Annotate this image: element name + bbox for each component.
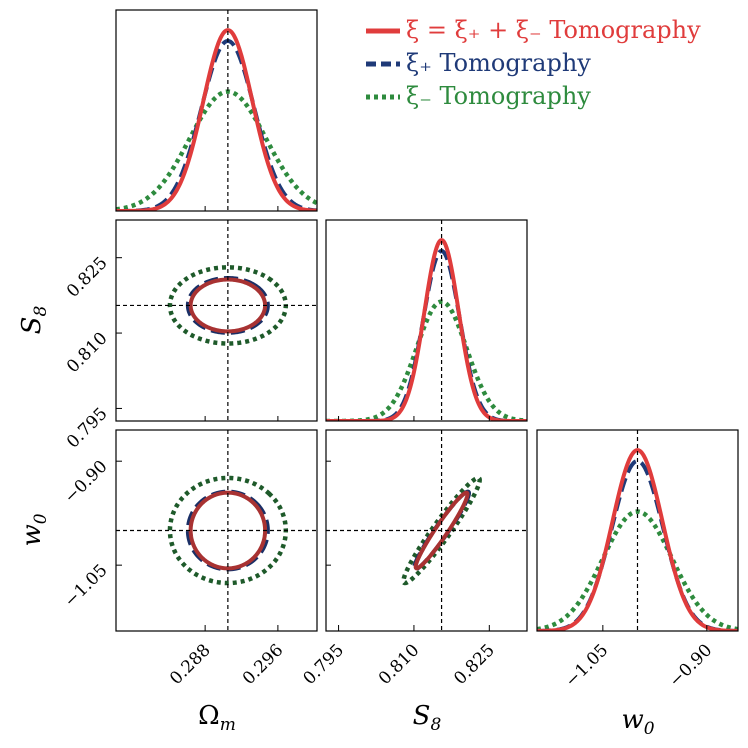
ytick-label-s8-1: 0.810 <box>63 328 112 377</box>
density-combined-w0 <box>537 448 738 631</box>
xtick-label-s8-0: 0.795 <box>300 640 349 689</box>
density-xi_plus-omega_m <box>116 38 317 211</box>
xtick-label-s8-1: 0.810 <box>375 640 424 689</box>
ytick-label-s8-2: 0.825 <box>63 253 112 302</box>
ylabel-s8-base: S <box>17 317 47 335</box>
xtick-label-omega_m-1: 0.296 <box>239 640 288 689</box>
curves-omega_m <box>116 28 317 211</box>
contours-omega_m-w0 <box>167 475 289 586</box>
panel-1d-s8 <box>325 219 528 422</box>
frame-2d <box>325 429 528 632</box>
ytick-label-w0-1: −0.90 <box>61 457 112 508</box>
xtick-label-w0-0: −1.05 <box>561 640 612 691</box>
frame-s8 <box>325 219 528 422</box>
density-xi_minus-w0 <box>537 509 738 631</box>
density-xi_minus-s8 <box>326 299 527 421</box>
xlabel-w0-sub: 0 <box>644 719 655 739</box>
density-combined-omega_m <box>116 28 317 211</box>
frame-omega_m <box>115 9 318 212</box>
contour-xi_minus-omega_m-s8 <box>167 265 289 346</box>
ytick-label-w0-0: −1.05 <box>61 561 112 612</box>
panel-2d-s8-w0 <box>325 429 528 632</box>
frame-w0 <box>536 429 739 632</box>
contours-omega_m-s8 <box>167 265 289 346</box>
density-xi_minus-omega_m <box>116 89 317 211</box>
ylabel-w0-base: w <box>17 524 47 546</box>
ylabel-s8: S8 <box>17 306 51 335</box>
panel-1d-w0 <box>536 429 739 632</box>
contour-combined-s8-w0 <box>413 490 470 571</box>
curves-w0 <box>537 448 738 631</box>
legend-label-xi_minus: ξ₋ Tomography <box>406 82 591 110</box>
panel-2d-omega_m-s8 <box>115 219 318 422</box>
ytick-label-s8-0: 0.795 <box>63 404 112 453</box>
xtick-label-s8-2: 0.825 <box>450 640 499 689</box>
legend-label-combined: ξ = ξ₊ + ξ₋ Tomography <box>406 16 701 44</box>
contour-combined-omega_m-s8 <box>188 277 268 334</box>
xlabel-s8-base: S <box>413 701 431 731</box>
xlabel-omega-m: Ωm <box>198 701 236 735</box>
panel-2d-omega_m-w0 <box>115 429 318 632</box>
xlabel-w0: w0 <box>621 705 654 739</box>
density-xi_plus-s8 <box>326 248 527 421</box>
ylabel-w0-sub: 0 <box>31 513 51 524</box>
density-combined-s8 <box>326 238 527 421</box>
xlabel-s8-sub: 8 <box>430 715 441 735</box>
legend: ξ = ξ₊ + ξ₋ Tomography ξ₊ Tomography ξ₋ To… <box>366 16 701 110</box>
contour-combined-omega_m-w0 <box>188 490 268 571</box>
panels-layer <box>115 9 739 632</box>
frame-2d <box>115 219 318 422</box>
ylabel-w0: w0 <box>17 513 51 546</box>
ylabel-s8-sub: 8 <box>31 306 51 317</box>
frame-2d <box>115 429 318 632</box>
xlabel-s8: S8 <box>413 701 442 735</box>
curves-s8 <box>326 238 527 421</box>
xlabel-omega-m-sub: m <box>220 715 236 735</box>
panel-1d-omega_m <box>115 9 318 212</box>
xlabel-omega-m-base: Ω <box>198 701 220 731</box>
xtick-label-omega_m-0: 0.288 <box>166 640 215 689</box>
contours-s8-w0 <box>401 475 482 586</box>
contour-xi_minus-s8-w0 <box>401 475 482 586</box>
legend-label-xi_plus: ξ₊ Tomography <box>406 49 591 77</box>
xtick-label-w0-1: −0.90 <box>665 640 716 691</box>
xlabel-w0-base: w <box>621 705 643 735</box>
axis-labels-layer: 0.288 0.296 0.795 0.810 0.825 −1.05 −0.900.795… <box>17 206 716 739</box>
